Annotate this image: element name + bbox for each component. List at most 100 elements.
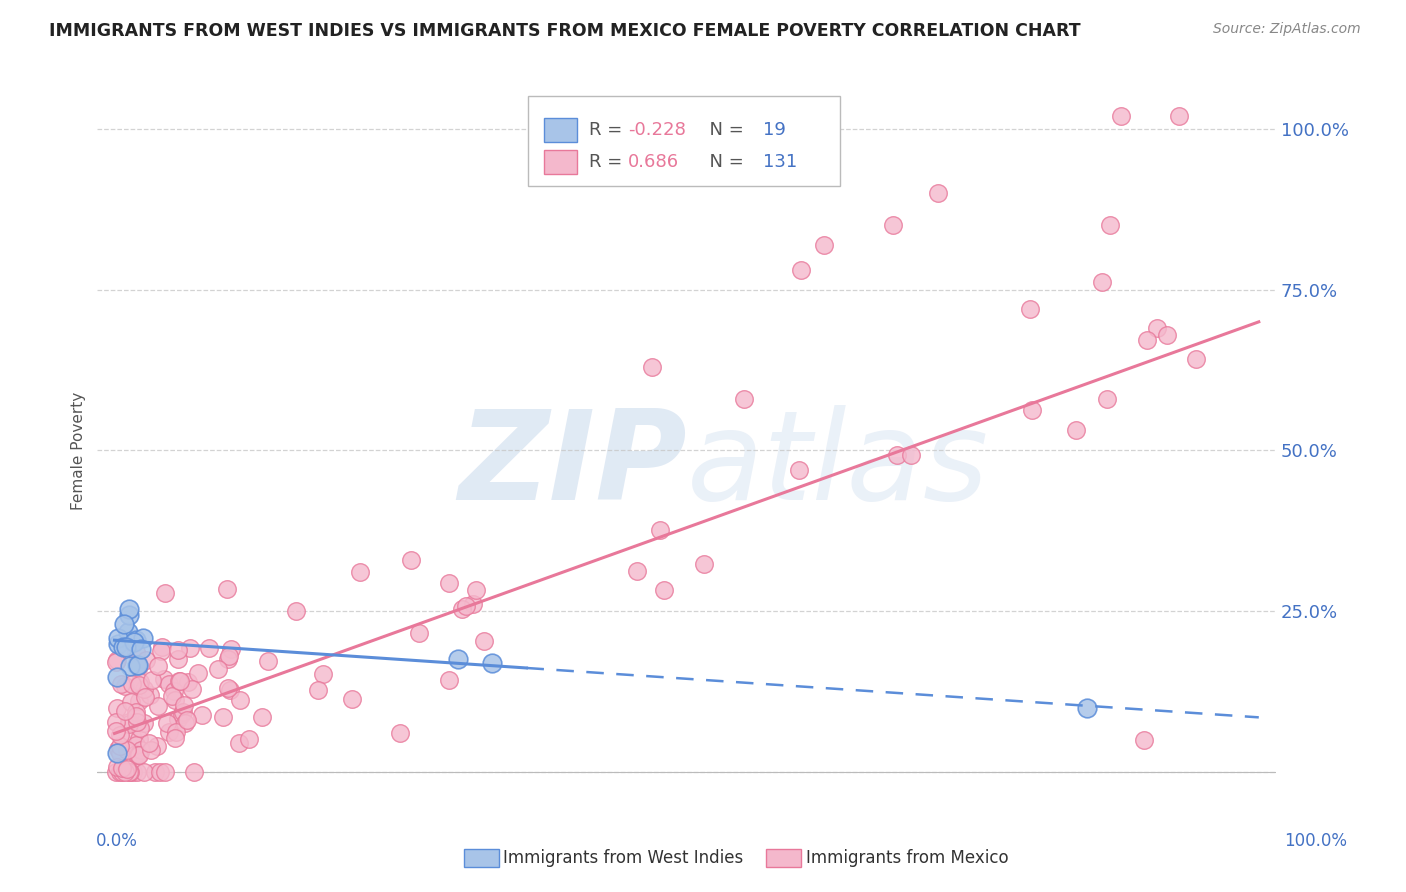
- Point: [167, 643, 190, 657]
- Point: [111, 763, 134, 777]
- Point: [120, 658, 142, 673]
- Point: [118, 601, 141, 615]
- Point: [198, 641, 221, 656]
- Point: [105, 653, 128, 667]
- Point: [813, 237, 835, 252]
- Point: [900, 448, 922, 462]
- Point: [207, 662, 229, 676]
- Point: [212, 710, 235, 724]
- Point: [120, 765, 142, 780]
- Point: [121, 677, 143, 691]
- Point: [177, 674, 200, 689]
- Point: [128, 678, 150, 692]
- Point: [117, 743, 139, 757]
- Text: R =: R =: [589, 153, 628, 171]
- Point: [149, 643, 172, 657]
- Point: [114, 704, 136, 718]
- Point: [882, 219, 904, 233]
- Point: [110, 765, 132, 780]
- Point: [125, 765, 148, 780]
- Point: [307, 682, 329, 697]
- Point: [183, 765, 205, 780]
- Point: [118, 607, 141, 622]
- Point: [1099, 219, 1122, 233]
- Point: [129, 722, 152, 736]
- Bar: [544, 118, 576, 142]
- Text: IMMIGRANTS FROM WEST INDIES VS IMMIGRANTS FROM MEXICO FEMALE POVERTY CORRELATION: IMMIGRANTS FROM WEST INDIES VS IMMIGRANT…: [49, 22, 1081, 40]
- Point: [217, 681, 239, 696]
- Point: [693, 558, 716, 572]
- Point: [125, 708, 148, 723]
- Point: [125, 747, 148, 761]
- Point: [481, 656, 503, 670]
- Point: [105, 715, 128, 730]
- Point: [108, 728, 131, 742]
- Point: [179, 641, 201, 656]
- Point: [790, 263, 813, 277]
- Y-axis label: Female Poverty: Female Poverty: [72, 392, 86, 509]
- Point: [217, 652, 239, 666]
- Point: [146, 739, 169, 753]
- Point: [125, 645, 148, 659]
- Point: [174, 715, 197, 730]
- Point: [451, 602, 474, 616]
- Point: [169, 674, 191, 689]
- Point: [1064, 423, 1087, 437]
- Point: [127, 658, 149, 673]
- Point: [125, 738, 148, 752]
- Point: [132, 681, 155, 696]
- Point: [173, 698, 195, 712]
- Point: [115, 640, 138, 655]
- Point: [107, 742, 129, 756]
- Point: [117, 625, 139, 640]
- Point: [150, 640, 173, 654]
- Point: [118, 765, 141, 780]
- Text: 100.0%: 100.0%: [1284, 831, 1347, 849]
- Text: N =: N =: [699, 121, 749, 139]
- Text: N =: N =: [699, 153, 749, 171]
- Point: [104, 765, 127, 780]
- Point: [257, 654, 280, 668]
- Point: [927, 186, 949, 201]
- Point: [134, 765, 156, 780]
- Text: Immigrants from West Indies: Immigrants from West Indies: [503, 849, 744, 867]
- Point: [1185, 351, 1208, 366]
- Point: [153, 765, 176, 780]
- Point: [408, 625, 430, 640]
- Text: atlas: atlas: [686, 405, 988, 526]
- Point: [155, 586, 177, 600]
- Point: [187, 666, 209, 681]
- Point: [454, 599, 477, 613]
- Point: [104, 656, 127, 670]
- Point: [105, 700, 128, 714]
- Point: [228, 736, 250, 750]
- Point: [218, 682, 240, 697]
- Point: [399, 552, 422, 566]
- Point: [118, 716, 141, 731]
- Point: [238, 732, 260, 747]
- Point: [112, 616, 135, 631]
- Point: [1133, 732, 1156, 747]
- Point: [172, 705, 194, 719]
- Text: 131: 131: [763, 153, 797, 171]
- Text: 0.0%: 0.0%: [96, 831, 138, 849]
- Point: [1091, 275, 1114, 289]
- Point: [886, 448, 908, 462]
- Point: [215, 582, 238, 596]
- Point: [284, 604, 307, 618]
- Point: [124, 632, 146, 647]
- Point: [349, 566, 371, 580]
- Point: [167, 674, 190, 689]
- Point: [111, 765, 134, 780]
- Point: [128, 659, 150, 673]
- Point: [167, 712, 190, 726]
- Point: [129, 675, 152, 690]
- Point: [1167, 109, 1189, 123]
- Point: [733, 392, 755, 406]
- Point: [1146, 320, 1168, 334]
- Point: [652, 582, 675, 597]
- Point: [110, 677, 132, 691]
- Point: [105, 760, 128, 774]
- Point: [117, 762, 139, 776]
- Point: [252, 710, 274, 724]
